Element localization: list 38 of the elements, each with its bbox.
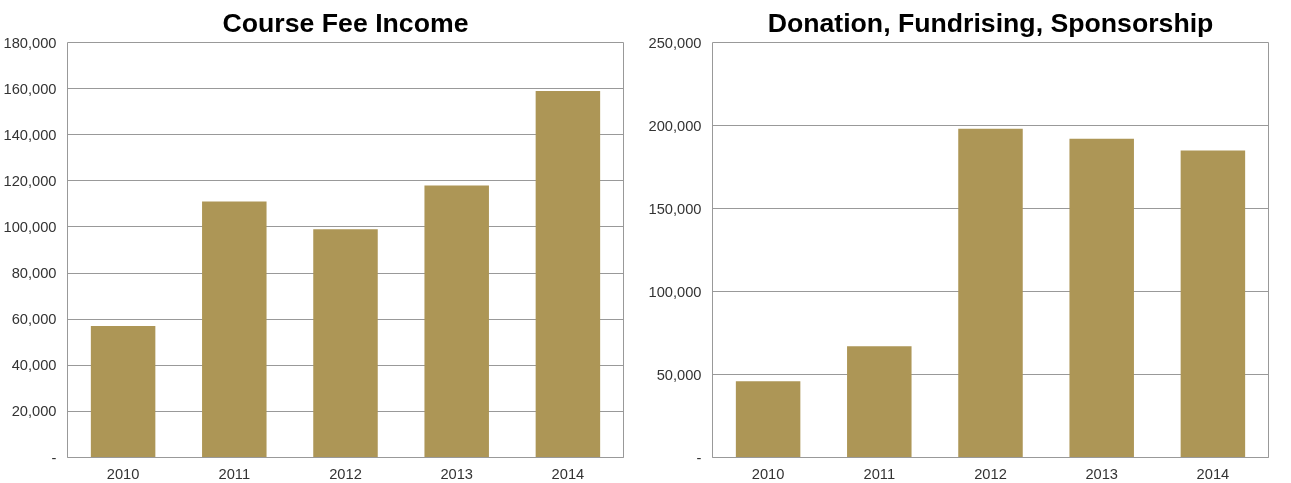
y-tick-label: 100,000	[648, 283, 702, 300]
y-tick-label: 200,000	[648, 117, 702, 134]
y-tick-label: 120,000	[3, 172, 57, 189]
x-tick-label: 2014	[1196, 465, 1230, 482]
bar	[847, 346, 912, 458]
x-tick-label: 2013	[1085, 465, 1119, 482]
bar	[1069, 138, 1134, 458]
y-tick-label: 140,000	[3, 126, 57, 143]
x-tick-label: 2010	[106, 465, 140, 482]
chart-title: Donation, Fundrising, Sponsorship	[767, 7, 1214, 38]
y-tick-label: 40,000	[11, 357, 57, 374]
x-tick-label: 2014	[551, 465, 585, 482]
y-tick-label: 60,000	[11, 311, 57, 328]
y-tick-label: 160,000	[3, 80, 57, 97]
y-tick-label: 150,000	[648, 200, 702, 217]
bar	[735, 381, 801, 458]
bar	[958, 128, 1023, 458]
x-tick-label: 2010	[751, 465, 785, 482]
y-tick-label: 250,000	[648, 34, 702, 51]
y-tick-label: 180,000	[3, 34, 57, 51]
chart-title: Course Fee Income	[222, 7, 469, 38]
bar	[535, 90, 601, 458]
y-tick-label: 20,000	[11, 403, 57, 420]
bar	[202, 201, 267, 458]
y-tick-label: 100,000	[3, 218, 57, 235]
bar	[424, 185, 489, 458]
bar	[313, 229, 378, 458]
x-tick-label: 2011	[863, 465, 896, 482]
x-tick-label: 2011	[218, 465, 251, 482]
x-tick-label: 2013	[440, 465, 474, 482]
x-tick-label: 2012	[974, 465, 1007, 482]
y-tick-label: -	[51, 449, 57, 466]
bar	[1180, 150, 1246, 458]
y-tick-label: 50,000	[656, 366, 702, 383]
y-tick-label: -	[696, 449, 702, 466]
y-tick-label: 80,000	[11, 265, 57, 282]
x-tick-label: 2012	[329, 465, 362, 482]
bar	[90, 326, 156, 458]
